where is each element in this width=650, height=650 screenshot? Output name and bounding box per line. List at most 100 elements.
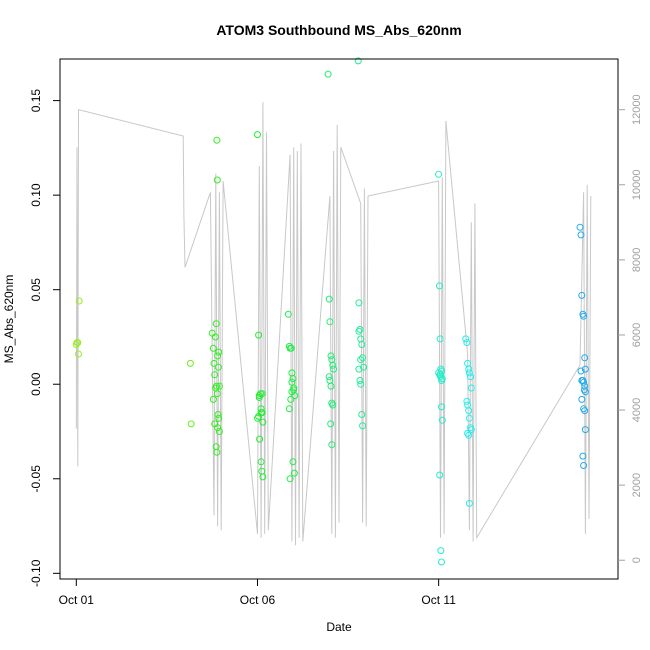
y-tick-label: 0.10 (29, 183, 43, 207)
data-point (209, 395, 217, 403)
data-point (438, 558, 445, 566)
data-point (330, 365, 338, 373)
data-point (211, 333, 219, 341)
data-point (213, 382, 220, 390)
data-point (257, 409, 265, 417)
data-point (357, 380, 365, 388)
data-point (463, 339, 471, 347)
data-point (327, 420, 335, 428)
data-point (465, 431, 473, 439)
data-point (357, 356, 365, 364)
depth-line (75, 102, 592, 546)
y-axis-label: MS_Abs_620nm (2, 275, 16, 364)
data-point (256, 435, 264, 443)
data-point (258, 390, 266, 398)
data-point (580, 312, 588, 320)
data-point (359, 422, 367, 430)
data-point (215, 382, 223, 390)
y2-tick-label: 8000 (631, 248, 643, 272)
data-point (324, 70, 332, 78)
data-point (325, 295, 333, 303)
data-point (75, 350, 82, 358)
data-point (581, 365, 589, 373)
y2-tick-label: 2000 (631, 473, 643, 497)
data-point (577, 367, 585, 375)
data-point (287, 395, 295, 403)
data-point (577, 231, 585, 239)
data-point (581, 426, 589, 434)
data-point (580, 378, 588, 386)
data-point (437, 373, 444, 381)
data-point (580, 462, 588, 469)
data-point (257, 458, 265, 466)
y2-tick-label: 6000 (631, 323, 643, 347)
data-point (327, 352, 335, 360)
data-point (211, 371, 219, 379)
data-point (435, 170, 443, 178)
data-point (290, 384, 298, 392)
data-point (581, 354, 589, 362)
data-point (215, 414, 223, 422)
data-point (289, 458, 297, 466)
data-point (576, 223, 584, 231)
y2-tick-label: 10000 (631, 170, 643, 201)
y-tick-label: -0.10 (29, 559, 43, 587)
data-point (214, 424, 222, 432)
y-axis-right: 0 2000 4000 6000 8000 10000 12000 (618, 94, 643, 563)
data-point (325, 373, 333, 381)
y-tick-label: 0.15 (29, 89, 43, 113)
data-point (360, 363, 368, 371)
data-point (209, 344, 217, 352)
data-point (287, 344, 295, 352)
data-point (465, 365, 473, 373)
data-point (326, 377, 334, 384)
data-point (254, 414, 261, 422)
data-point (213, 136, 221, 144)
data-point (578, 291, 586, 299)
data-point (289, 375, 297, 383)
data-point (259, 473, 267, 481)
data-point (463, 397, 471, 405)
data-point (356, 377, 364, 384)
data-point (354, 57, 362, 65)
data-point (578, 395, 586, 403)
data-point (284, 310, 292, 318)
data-point (329, 361, 337, 369)
plot-frame (59, 58, 619, 580)
data-point (210, 359, 218, 367)
y2-tick-label: 0 (631, 557, 643, 563)
data-point (75, 297, 83, 305)
y-tick-label: 0.00 (29, 372, 43, 396)
data-point (327, 382, 335, 390)
data-point (285, 405, 293, 413)
data-point (355, 299, 363, 307)
data-point (359, 354, 367, 362)
data-point (581, 407, 589, 415)
data-point (214, 411, 222, 418)
data-point (465, 499, 473, 507)
data-point (358, 411, 366, 418)
data-point (579, 452, 587, 460)
data-point (436, 471, 444, 479)
data-point (465, 369, 473, 377)
data-point (212, 320, 220, 328)
data-point (465, 414, 473, 422)
data-point (438, 416, 446, 424)
data-point (288, 388, 296, 396)
data-point (358, 341, 366, 348)
y-tick-label: 0.05 (29, 278, 43, 302)
data-point (462, 335, 470, 343)
data-point (329, 401, 337, 409)
data-point (288, 378, 296, 386)
data-point (467, 373, 474, 381)
x-axis-label: Date (326, 620, 352, 634)
data-point (214, 363, 222, 371)
x-axis: Oct 01 Oct 06 Oct 11 (59, 579, 456, 607)
data-point (357, 335, 365, 343)
data-point (255, 331, 263, 339)
data-point (286, 475, 294, 483)
data-points-layer (72, 57, 589, 566)
data-point (186, 359, 194, 367)
data-point (290, 469, 298, 477)
